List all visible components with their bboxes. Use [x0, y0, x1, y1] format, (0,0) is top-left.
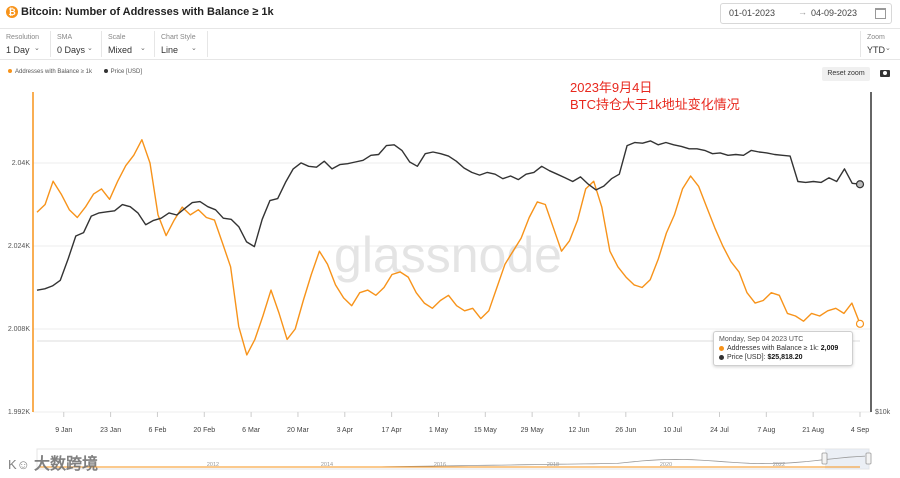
navigator-handle-left — [821, 452, 828, 465]
reset-zoom-button[interactable]: Reset zoom — [822, 67, 870, 81]
legend-item-addresses[interactable]: Addresses with Balance ≥ 1k — [8, 69, 92, 75]
navigator-year-label: 2022 — [773, 462, 785, 468]
chart-grid — [33, 162, 871, 413]
chart-watermark: glassnode — [334, 227, 562, 283]
arrow-right-icon: → — [798, 7, 807, 17]
sma-label: SMA — [57, 34, 73, 41]
resolution-value: 1 Day — [6, 45, 30, 55]
watermark-text: 大数跨境 — [33, 456, 98, 473]
x-tick-label: 26 Jun — [615, 427, 636, 434]
watermark: K☺ 大数跨境 — [8, 450, 98, 474]
navigator-year-label: 2012 — [207, 462, 219, 468]
navigator-selection — [825, 449, 869, 469]
legend-item-price[interactable]: Price [USD] — [103, 69, 143, 75]
resolution-label: Resolution — [6, 34, 40, 41]
chart-series — [36, 138, 865, 356]
x-tick-label: 6 Feb — [148, 427, 166, 434]
x-tick-label: 20 Mar — [287, 427, 309, 434]
series-line-addresses — [36, 138, 861, 356]
zoom-label: Zoom — [867, 34, 885, 41]
chevron-down-icon: ⌄ — [34, 45, 40, 52]
x-tick-label: 9 Jan — [55, 427, 72, 434]
calendar-icon[interactable] — [875, 8, 886, 19]
legend-label-price: Price [USD] — [110, 69, 143, 75]
bitcoin-icon: ₿ — [6, 6, 18, 18]
tooltip-row-addresses: Addresses with Balance ≥ 1k: 2,009 — [719, 345, 838, 352]
tooltip-value-price: $25,818.20 — [767, 354, 803, 361]
hover-marker-price — [855, 180, 865, 189]
scale-value: Mixed — [108, 45, 133, 55]
chevron-down-icon: ⌄ — [140, 45, 146, 52]
y-tick-label: 1.992K — [8, 409, 31, 416]
date-to-input[interactable]: 04-09-2023 — [811, 8, 858, 18]
chevron-down-icon: ⌄ — [191, 45, 197, 52]
tooltip-date: Monday, Sep 04 2023 UTC — [719, 336, 804, 343]
x-tick-label: 29 May — [521, 427, 544, 434]
chart-tooltip: Monday, Sep 04 2023 UTC Addresses with B… — [713, 331, 853, 366]
y-right-tick-label: $10k — [875, 409, 891, 416]
x-tick-label: 10 Jul — [663, 427, 682, 434]
header-bar: ₿ Bitcoin: Number of Addresses with Bala… — [0, 0, 900, 29]
navigator-year-label: 2018 — [547, 462, 559, 468]
sma-value: 0 Days — [57, 45, 86, 55]
scale-select[interactable]: Scale Mixed ⌄ — [102, 31, 155, 57]
chart-toolbar: Resolution 1 Day ⌄ SMA 0 Days ⌄ Scale Mi… — [0, 29, 900, 60]
chart-legend: Addresses with Balance ≥ 1k Price [USD] — [8, 69, 152, 75]
navigator-year-label: 2014 — [321, 462, 333, 468]
x-tick-label: 3 Apr — [337, 427, 354, 434]
x-tick-label: 23 Jan — [100, 427, 121, 434]
x-tick-label: 21 Aug — [802, 427, 824, 434]
x-tick-label: 17 Apr — [382, 427, 403, 434]
watermark-logo-icon: K☺ — [8, 457, 30, 472]
scale-label: Scale — [108, 34, 126, 41]
x-tick-label: 15 May — [474, 427, 497, 434]
chart-style-label: Chart Style — [161, 34, 196, 41]
annotation-line-2: BTC持仓大于1k地址变化情况 — [570, 97, 740, 112]
x-axis-ticks: 9 Jan 23 Jan 6 Feb 20 Feb 6 Mar 20 Mar 3 Apr 17… — [55, 412, 869, 434]
annotation-line-1: 2023年9月4日 — [570, 80, 653, 95]
date-from-input[interactable]: 01-01-2023 — [729, 8, 776, 18]
zoom-select[interactable]: Zoom YTD ⌄ — [860, 31, 900, 57]
y-tick-label: 2.024K — [8, 243, 31, 250]
legend-label-addresses: Addresses with Balance ≥ 1k — [15, 69, 92, 75]
chart-annotation: 2023年9月4日 BTC持仓大于1k地址变化情况 — [570, 79, 740, 113]
x-tick-label: 1 May — [429, 427, 449, 434]
x-tick-label: 4 Sep — [851, 427, 869, 434]
navigator-year-label: 2020 — [660, 462, 672, 468]
navigator-year-label: 2016 — [434, 462, 446, 468]
range-navigator[interactable]: 2012 2014 2016 2018 2020 2022 — [36, 448, 872, 470]
x-tick-label: 24 Jul — [710, 427, 729, 434]
x-tick-label: 12 Jun — [568, 427, 589, 434]
y-tick-label: 2.04K — [12, 160, 31, 167]
y-axis-ticks: 1.992K 2.008K 2.024K 2.04K $10k — [8, 160, 891, 416]
date-range-picker[interactable]: 01-01-2023 → 04-09-2023 — [720, 3, 892, 24]
sma-select[interactable]: SMA 0 Days ⌄ — [51, 31, 102, 57]
camera-icon[interactable] — [880, 70, 890, 77]
tooltip-label-price: Price [USD]: — [727, 354, 766, 361]
x-tick-label: 6 Mar — [242, 427, 261, 434]
chart-style-select[interactable]: Chart Style Line ⌄ — [155, 31, 208, 57]
y-tick-label: 2.008K — [8, 326, 31, 333]
chart-title: Bitcoin: Number of Addresses with Balanc… — [21, 6, 274, 18]
hover-marker-addresses — [855, 319, 865, 328]
zoom-value: YTD — [867, 45, 885, 55]
series-line-price — [36, 140, 861, 291]
tooltip-row-price: Price [USD]: $25,818.20 — [719, 354, 803, 361]
chevron-down-icon: ⌄ — [885, 45, 891, 52]
resolution-select[interactable]: Resolution 1 Day ⌄ — [0, 31, 51, 57]
tooltip-value-addresses: 2,009 — [820, 345, 839, 352]
chart-style-value: Line — [161, 45, 179, 55]
x-tick-label: 7 Aug — [757, 427, 775, 434]
chevron-down-icon: ⌄ — [87, 45, 93, 52]
tooltip-label-addresses: Addresses with Balance ≥ 1k: — [727, 345, 819, 352]
navigator-handle-right — [865, 452, 872, 465]
x-tick-label: 20 Feb — [193, 427, 215, 434]
